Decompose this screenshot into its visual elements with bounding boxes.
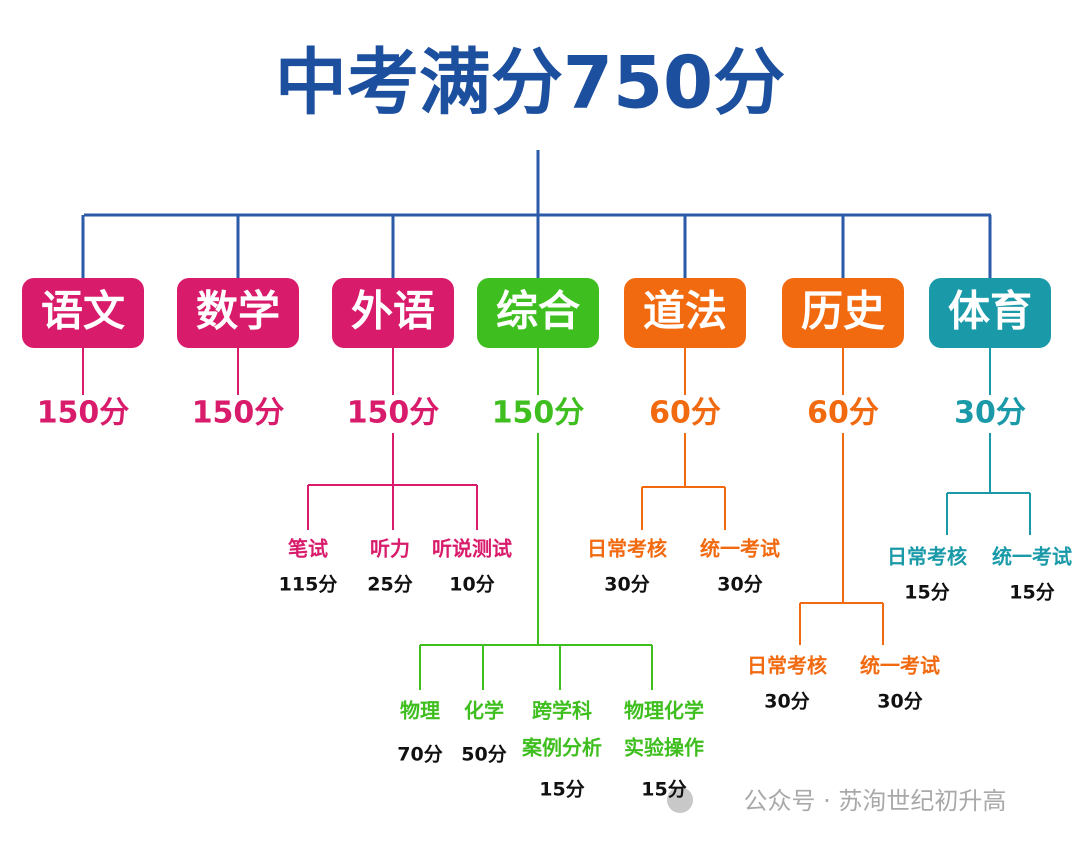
- item-label: 日常考核: [747, 654, 827, 678]
- subject-box: [22, 278, 144, 348]
- item-label: 日常考核: [887, 545, 967, 569]
- item-score: 70分: [397, 744, 442, 766]
- item-score: 10分: [449, 574, 494, 596]
- subject-box: [782, 278, 904, 348]
- subject-name: 道法: [643, 287, 727, 336]
- item-score: 15分: [539, 779, 584, 801]
- item-label: 实验操作: [624, 736, 704, 760]
- subject-score: 150分: [192, 396, 285, 431]
- subject-name: 数学: [196, 287, 280, 336]
- watermark: 公众号 · 苏洵世纪初升高: [744, 787, 1007, 815]
- subject-name: 语文: [41, 287, 125, 336]
- item-score: 30分: [877, 691, 922, 713]
- subject-box: [477, 278, 599, 348]
- item-score: 15分: [904, 582, 949, 604]
- subject-name: 体育: [948, 287, 1032, 336]
- subject-name: 综合: [496, 287, 580, 336]
- item-label: 听力: [370, 537, 410, 561]
- item-score: 115分: [279, 574, 338, 596]
- title: 中考满分750分: [275, 41, 785, 125]
- subject-score: 150分: [37, 396, 130, 431]
- item-label: 笔试: [288, 537, 328, 561]
- item-label: 日常考核: [587, 537, 667, 561]
- item-score: 15分: [641, 779, 686, 801]
- subject-box: [929, 278, 1051, 348]
- subject-box: [624, 278, 746, 348]
- watermark-icon: [667, 787, 693, 813]
- item-score: 30分: [604, 574, 649, 596]
- trunk: [84, 150, 991, 217]
- item-score: 30分: [764, 691, 809, 713]
- item-score: 30分: [717, 574, 762, 596]
- item-score: 25分: [367, 574, 412, 596]
- subject-box: [332, 278, 454, 348]
- item-score: 50分: [461, 744, 506, 766]
- item-label: 统一考试: [700, 537, 780, 561]
- item-label: 物理化学: [624, 699, 704, 723]
- subject-name: 历史: [801, 287, 885, 336]
- subject-score: 60分: [649, 396, 721, 431]
- subject-score: 150分: [347, 396, 440, 431]
- subject-name: 外语: [351, 287, 435, 336]
- subject-box: [177, 278, 299, 348]
- item-label: 统一考试: [860, 654, 940, 678]
- item-label: 案例分析: [521, 736, 602, 760]
- subject-score: 150分: [492, 396, 585, 431]
- item-label: 听说测试: [432, 537, 512, 561]
- item-label: 化学: [464, 699, 504, 723]
- subject-score: 60分: [807, 396, 879, 431]
- item-label: 跨学科: [532, 699, 592, 723]
- item-label: 统一考试: [992, 545, 1072, 569]
- item-score: 15分: [1009, 582, 1054, 604]
- item-label: 物理: [400, 699, 440, 723]
- subject-score: 30分: [954, 396, 1026, 431]
